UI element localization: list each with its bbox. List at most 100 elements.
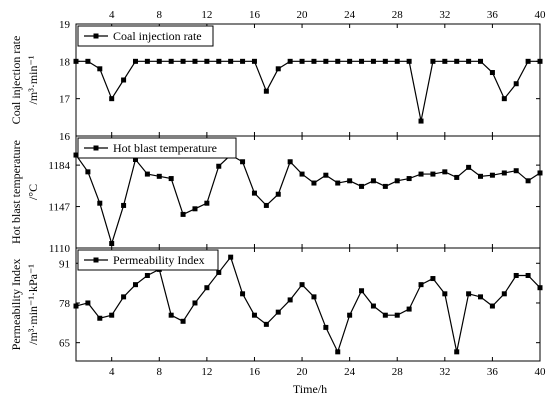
data-point: [489, 70, 495, 76]
data-point: [406, 306, 412, 312]
data-point: [216, 163, 222, 169]
x-tick-label-top: 12: [201, 9, 212, 21]
data-point: [525, 178, 531, 184]
data-point: [513, 168, 519, 174]
data-point: [359, 58, 365, 64]
y-tick-label: 1110: [49, 243, 71, 255]
y-axis-unit-label: /m³·min⁻¹·kPa⁻¹: [26, 264, 40, 345]
legend-marker: [93, 257, 99, 263]
x-tick-label-top: 16: [249, 9, 261, 21]
data-point: [180, 58, 186, 64]
data-point: [263, 88, 269, 94]
legend-label: Permeability Index: [113, 253, 205, 267]
data-point: [323, 172, 329, 178]
data-point: [335, 58, 341, 64]
data-point: [251, 312, 257, 318]
data-point: [287, 58, 293, 64]
data-point: [263, 202, 269, 208]
y-tick-label: 65: [59, 338, 71, 350]
legend-marker: [93, 145, 99, 151]
data-point: [299, 58, 305, 64]
x-tick-label: 4: [109, 366, 115, 378]
data-point: [370, 303, 376, 309]
x-tick-label-top: 40: [535, 9, 547, 21]
data-point: [347, 58, 353, 64]
data-point: [370, 178, 376, 184]
y-axis-label: Hot blast temperature: [9, 140, 23, 244]
data-point: [240, 58, 246, 64]
x-tick-label-top: 4: [109, 9, 115, 21]
x-tick-label-top: 20: [297, 9, 309, 21]
data-point: [323, 58, 329, 64]
data-point: [168, 312, 174, 318]
data-point: [501, 96, 507, 102]
legend-box: [77, 249, 219, 271]
data-point: [168, 176, 174, 182]
data-point: [537, 58, 543, 64]
data-point: [466, 291, 472, 297]
x-axis-label: Time/h: [293, 382, 327, 396]
data-point: [430, 171, 436, 177]
data-point: [370, 58, 376, 64]
data-point: [466, 58, 472, 64]
data-point: [156, 173, 162, 179]
data-point: [454, 58, 460, 64]
y-tick-label: 17: [59, 94, 71, 106]
data-point: [382, 183, 388, 189]
data-point: [525, 272, 531, 278]
data-point: [228, 58, 234, 64]
data-point: [251, 190, 257, 196]
data-point: [132, 157, 138, 163]
x-tick-label-top: 32: [439, 9, 450, 21]
x-tick-label: 20: [297, 366, 309, 378]
x-tick-label-top: 8: [157, 9, 163, 21]
data-point: [144, 58, 150, 64]
y-tick-label: 1184: [48, 160, 70, 172]
data-point: [109, 312, 115, 318]
data-point: [156, 58, 162, 64]
data-point: [537, 170, 543, 176]
legend-box: [77, 137, 237, 159]
data-point: [97, 66, 103, 72]
data-point: [240, 159, 246, 165]
series-line: [76, 60, 540, 122]
legend-marker: [93, 33, 99, 39]
data-point: [121, 77, 127, 83]
data-point: [240, 291, 246, 297]
x-tick-label-top: 36: [487, 9, 499, 21]
data-point: [501, 170, 507, 176]
data-point: [442, 58, 448, 64]
data-point: [180, 211, 186, 217]
data-point: [478, 294, 484, 300]
data-point: [359, 288, 365, 294]
data-point: [132, 282, 138, 288]
data-point: [287, 297, 293, 303]
data-point: [478, 173, 484, 179]
data-point: [132, 58, 138, 64]
data-point: [466, 164, 472, 170]
x-tick-label: 16: [249, 366, 261, 378]
data-point: [251, 58, 257, 64]
data-point: [192, 58, 198, 64]
y-tick-label: 16: [59, 131, 71, 143]
data-point: [204, 285, 210, 291]
x-tick-label: 8: [157, 366, 163, 378]
data-point: [73, 303, 79, 309]
data-point: [454, 174, 460, 180]
data-point: [394, 58, 400, 64]
data-point: [430, 58, 436, 64]
data-point: [513, 272, 519, 278]
data-point: [109, 96, 115, 102]
series-line: [75, 255, 541, 354]
y-tick-label: 91: [59, 258, 70, 270]
data-point: [263, 321, 269, 327]
data-point: [121, 294, 127, 300]
data-point: [216, 269, 222, 275]
data-point: [382, 312, 388, 318]
x-tick-label-top: 28: [392, 9, 404, 21]
data-point: [204, 200, 210, 206]
data-point: [192, 300, 198, 306]
data-point: [382, 58, 388, 64]
